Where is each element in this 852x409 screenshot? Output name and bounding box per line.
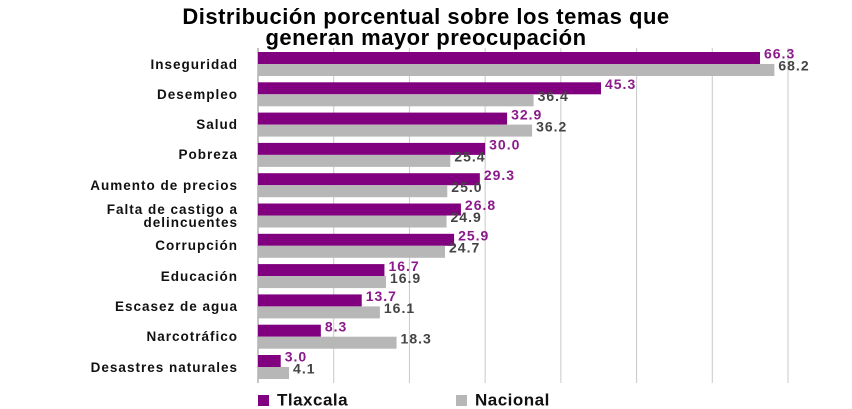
chart-title: generan mayor preocupación <box>265 25 587 50</box>
category-label: Pobreza <box>178 147 238 163</box>
category-label: Falta de castigo a delincuentes <box>106 201 238 230</box>
bar <box>258 306 380 319</box>
bar <box>258 245 446 258</box>
value-label: 24.9 <box>451 209 482 225</box>
chart-title: Distribución porcentual sobre los temas … <box>182 4 670 29</box>
bar <box>258 294 362 307</box>
value-label: 24.7 <box>449 240 480 256</box>
bar <box>258 82 601 95</box>
bar <box>258 64 775 76</box>
bar <box>258 215 447 228</box>
bar <box>258 185 448 198</box>
value-label: 32.9 <box>511 106 542 122</box>
value-label: 66.3 <box>764 46 795 62</box>
category-label: Desastres naturales <box>90 359 238 375</box>
category-label: Aumento de precios <box>90 177 238 193</box>
legend-swatch <box>456 395 467 406</box>
legend-swatch <box>258 395 269 406</box>
value-label: 16.7 <box>388 258 419 274</box>
value-label: 8.3 <box>325 318 347 334</box>
value-label: 25.9 <box>458 228 489 244</box>
legend-label: Tlaxcala <box>277 390 348 409</box>
value-label: 25.0 <box>451 179 482 195</box>
value-label: 16.1 <box>384 300 415 316</box>
category-label: Salud <box>196 117 238 133</box>
category-label: Educación <box>160 268 238 284</box>
bar <box>258 355 281 367</box>
value-label: 18.3 <box>401 330 432 346</box>
bar <box>258 154 451 167</box>
bar <box>258 276 386 289</box>
legend-label: Nacional <box>475 390 550 409</box>
value-label: 36.4 <box>538 88 569 104</box>
bar <box>258 324 321 337</box>
category-label: Escasez de agua <box>114 298 238 314</box>
value-label: 30.0 <box>489 137 520 153</box>
bar <box>258 264 385 277</box>
bar <box>258 367 290 379</box>
bar <box>258 112 508 125</box>
value-label: 29.3 <box>484 167 515 183</box>
bar <box>258 52 760 64</box>
value-label: 45.3 <box>605 76 636 92</box>
value-label: 36.2 <box>536 118 567 134</box>
value-label: 13.7 <box>366 288 397 304</box>
bar <box>258 233 455 246</box>
bar <box>258 142 486 155</box>
bar <box>258 94 534 107</box>
category-label: Inseguridad <box>150 56 238 72</box>
value-label: 3.0 <box>285 349 307 365</box>
value-label: 25.4 <box>454 149 485 165</box>
category-label: Narcotráfico <box>146 329 238 345</box>
bar <box>258 336 397 349</box>
category-label: Desempleo <box>156 86 238 102</box>
value-label: 16.9 <box>390 270 421 286</box>
bar <box>258 203 461 216</box>
category-label: Corrupción <box>155 238 238 254</box>
value-label: 26.8 <box>465 197 496 213</box>
bar <box>258 124 533 137</box>
value-label: 68.2 <box>778 58 809 74</box>
value-label: 4.1 <box>293 361 315 377</box>
bar <box>258 173 480 186</box>
